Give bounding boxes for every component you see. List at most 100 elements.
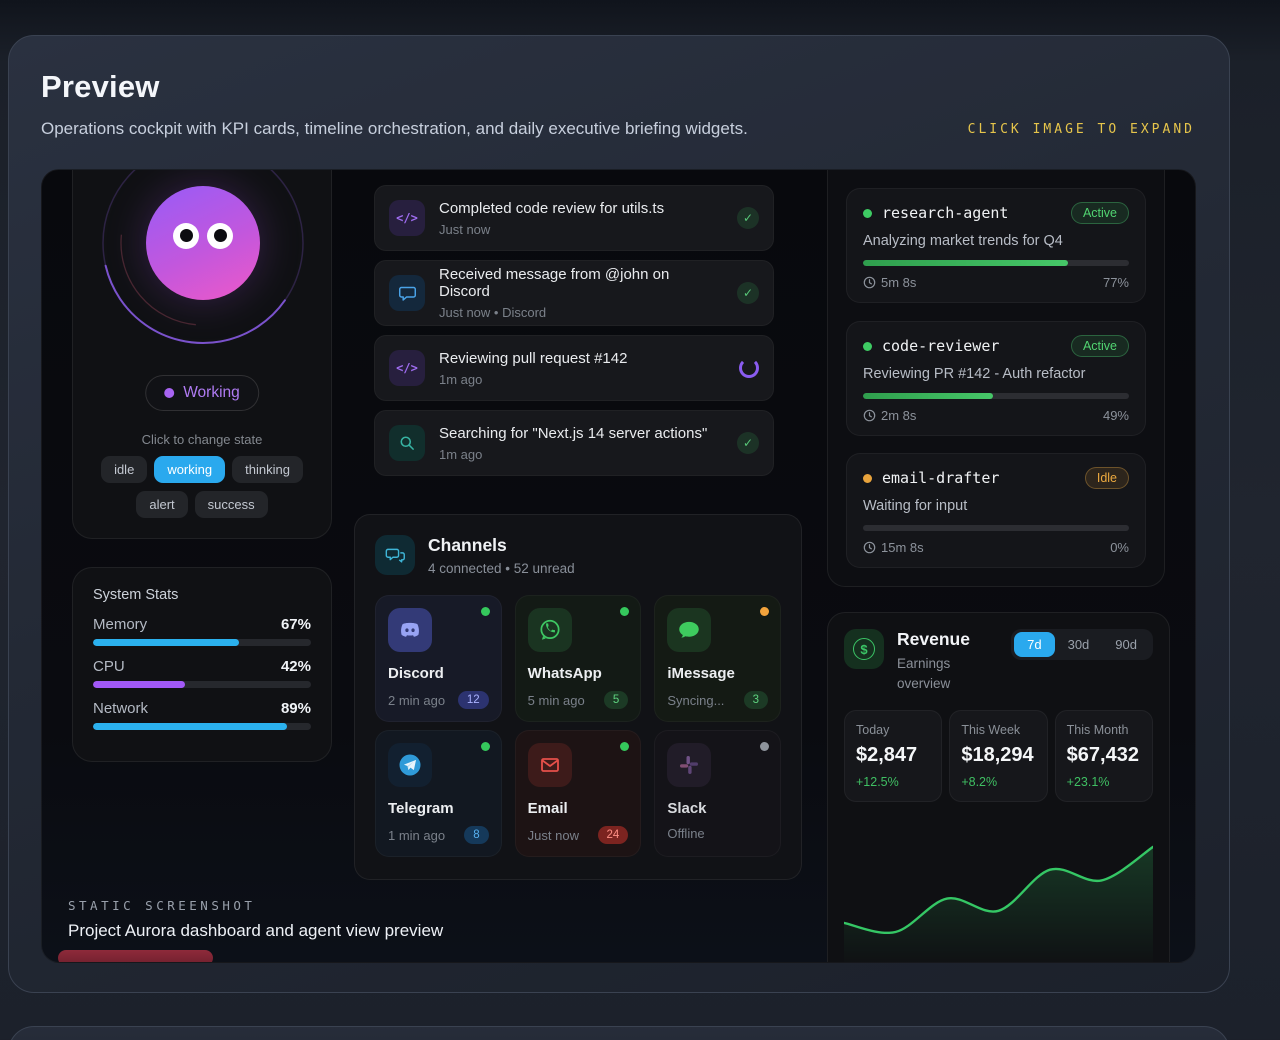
channel-tile-email[interactable]: Email Just now 24 [514, 730, 642, 857]
kpi-label: This Week [961, 723, 1021, 738]
tab-30d[interactable]: 30d [1055, 632, 1103, 657]
agent-active-dot-icon [863, 341, 872, 351]
check-circle-icon: ✓ [737, 282, 759, 304]
channels-icon [375, 535, 415, 575]
kpi-card-this-month: This Month $67,432 +23.1% [1054, 710, 1153, 803]
channel-meta: Offline [667, 826, 705, 841]
system-stats-title: System Stats [93, 587, 179, 603]
expand-hint[interactable]: CLICK IMAGE TO EXPAND [967, 122, 1195, 137]
agent-card-research-agent: research-agent Active Analyzing market t… [846, 188, 1146, 303]
agent-progress-bar [863, 525, 1129, 531]
stat-label: Network [93, 700, 149, 717]
channel-name: iMessage [667, 665, 735, 682]
preview-screenshot[interactable]: Working Click to change state idle worki… [41, 169, 1196, 963]
agent-card-email-drafter: email-drafter Idle Waiting for input 15m… [846, 453, 1146, 568]
agent-active-dot-icon [863, 208, 872, 218]
kpi-value: $2,847 [856, 744, 918, 767]
activity-title: Completed code review for utils.ts [439, 199, 665, 217]
next-section-card [8, 1026, 1230, 1040]
tab-90d[interactable]: 90d [1102, 632, 1150, 657]
stat-value: 89% [280, 700, 311, 717]
unread-badge: 24 [597, 826, 629, 844]
agents-panel: research-agent Active Analyzing market t… [827, 170, 1165, 587]
stat-row-cpu: CPU 42% [93, 658, 311, 688]
agent-task: Waiting for input [863, 498, 968, 514]
kpi-value: $18,294 [961, 744, 1034, 767]
state-button-thinking[interactable]: thinking [232, 456, 303, 483]
state-button-idle[interactable]: idle [101, 456, 148, 483]
agent-name: email-drafter [882, 469, 1000, 487]
channel-name: Telegram [388, 800, 454, 817]
channels-grid: Discord 2 min ago 12 [375, 595, 781, 857]
channel-meta: 1 min ago [388, 827, 446, 843]
channel-meta: Syncing... [667, 692, 725, 708]
revenue-chart [844, 815, 1153, 962]
state-button-alert[interactable]: alert [136, 491, 188, 518]
channel-name: Discord [388, 665, 444, 682]
agent-elapsed: 15m 8s [863, 540, 924, 555]
state-button-success[interactable]: success [194, 491, 268, 518]
channel-meta: 2 min ago [388, 692, 446, 708]
agent-status-badge: Idle [1084, 467, 1129, 489]
tab-7d[interactable]: 7d [1014, 632, 1055, 657]
revenue-card: Revenue Earnings overview 7d 30d 90d Tod… [827, 612, 1170, 962]
kpi-value: $67,432 [1066, 744, 1139, 767]
agent-status-pill[interactable]: Working [145, 375, 259, 411]
agent-task: Reviewing PR #142 - Auth refactor [863, 366, 1086, 382]
avatar-orbit-rings-icon [102, 170, 304, 344]
channels-card: Channels 4 connected • 52 unread Discord [354, 514, 802, 880]
network-progress-bar [93, 723, 311, 730]
agent-avatar[interactable] [146, 186, 260, 300]
kpi-delta: +23.1% [1066, 775, 1110, 790]
activity-title: Searching for "Next.js 14 server actions… [439, 424, 708, 442]
clock-icon [863, 541, 876, 554]
channel-tile-imessage[interactable]: iMessage Syncing... 3 [654, 595, 781, 722]
system-stats-card: System Stats Memory 67% CPU 42% Network … [72, 567, 332, 762]
code-icon: </> [389, 350, 425, 386]
clock-icon [863, 409, 876, 422]
unread-badge: 12 [457, 691, 489, 709]
preview-header: Preview Operations cockpit with KPI card… [9, 36, 1229, 139]
online-dot-icon [480, 607, 490, 616]
unread-badge: 5 [603, 691, 629, 709]
channel-tile-telegram[interactable]: Telegram 1 min ago 8 [375, 730, 502, 857]
channel-tile-slack[interactable]: Slack Offline [654, 730, 781, 857]
channel-name: WhatsApp [527, 665, 602, 682]
online-dot-icon [620, 607, 630, 616]
channel-tile-whatsapp[interactable]: WhatsApp 5 min ago 5 [514, 595, 642, 722]
check-circle-icon: ✓ [737, 432, 759, 454]
revenue-subtitle: Earnings overview [897, 656, 951, 691]
slack-icon [667, 743, 712, 787]
clock-icon [863, 276, 876, 289]
code-icon: </> [389, 200, 425, 236]
loading-strip [58, 950, 213, 962]
agent-elapsed: 2m 8s [863, 408, 916, 423]
agent-status-label: Working [183, 384, 240, 401]
channel-tile-discord[interactable]: Discord 2 min ago 12 [375, 595, 502, 722]
agent-progress-bar [863, 393, 1129, 399]
activity-meta: Just now • Discord [439, 305, 547, 320]
stat-label: Memory [93, 616, 148, 633]
page-title: Preview [41, 69, 160, 104]
agent-name: research-agent [882, 204, 1009, 222]
agent-avatar-card: Working Click to change state idle worki… [72, 170, 332, 539]
activity-item: </> Completed code review for utils.ts J… [374, 185, 774, 251]
state-button-working[interactable]: working [154, 456, 226, 483]
search-icon [389, 425, 425, 461]
whatsapp-icon [527, 608, 572, 652]
syncing-dot-icon [759, 607, 769, 616]
channel-name: Slack [667, 800, 707, 817]
telegram-icon [388, 743, 432, 787]
kpi-card-this-week: This Week $18,294 +8.2% [949, 710, 1048, 803]
agent-percent: 49% [1102, 408, 1129, 423]
channels-subtitle: 4 connected • 52 unread [428, 561, 575, 576]
activity-title: Received message from @john on Discord [439, 266, 670, 300]
agent-percent: 77% [1102, 275, 1129, 290]
activity-item: </> Reviewing pull request #142 1m ago [374, 335, 774, 401]
preview-card: Preview Operations cockpit with KPI card… [8, 35, 1230, 993]
stat-value: 67% [280, 616, 311, 633]
avatar-eye-right-icon [207, 223, 233, 249]
cpu-progress-bar [93, 681, 311, 688]
check-circle-icon: ✓ [737, 207, 759, 229]
agent-card-code-reviewer: code-reviewer Active Reviewing PR #142 -… [846, 321, 1146, 436]
